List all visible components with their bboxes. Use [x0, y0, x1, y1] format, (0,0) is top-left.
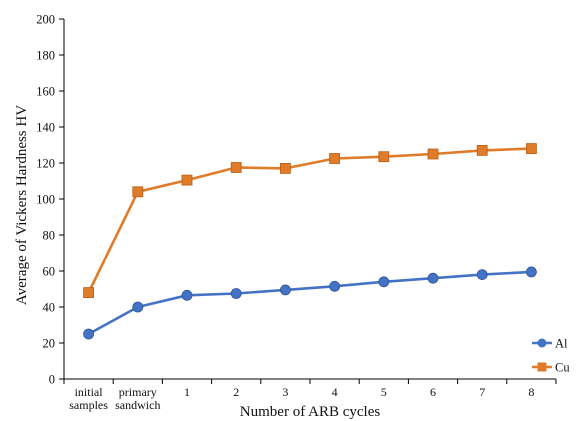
data-point-cu	[476, 144, 488, 156]
y-tick-label: 200	[36, 13, 55, 27]
x-tick-label: 5	[381, 385, 387, 399]
axes	[63, 19, 556, 380]
x-tick-label: 2	[233, 385, 239, 399]
data-point-cu	[230, 162, 242, 173]
series-line-al	[87, 270, 532, 336]
x-axis-title: Number of ARB cycles	[240, 404, 381, 420]
data-point-cu	[378, 151, 390, 163]
x-ticks: initial samples primary sandwich 1 2 3 4 5 6 7 8	[63, 379, 557, 412]
data-point-cu	[329, 153, 341, 164]
y-axis-title: Average of Vickers Hardness HV	[14, 105, 30, 305]
data-point-al	[181, 289, 193, 301]
data-point-cu	[427, 148, 439, 160]
data-point-al	[378, 276, 390, 288]
y-tick-label: 100	[36, 193, 55, 207]
x-tick-label: 8	[528, 385, 534, 399]
data-point-al	[132, 301, 144, 313]
data-point-cu	[181, 174, 193, 186]
y-tick-label: 80	[43, 229, 56, 243]
series-al	[83, 266, 537, 340]
data-point-al	[83, 328, 94, 340]
data-point-cu	[83, 287, 94, 299]
x-tick-label: 7	[479, 385, 485, 399]
y-tick-label: 140	[36, 121, 55, 135]
y-tick-label: 120	[36, 157, 55, 171]
data-point-al	[279, 284, 291, 296]
legend-item-cu: Cu	[532, 361, 570, 375]
legend: Al Cu	[532, 337, 570, 375]
x-tick-label: 1	[184, 385, 190, 399]
data-point-cu	[279, 162, 291, 174]
x-tick-label: 4	[332, 385, 338, 399]
y-tick-label: 20	[43, 337, 56, 351]
series-line-cu	[87, 147, 532, 294]
y-tick-label: 40	[43, 301, 56, 315]
y-ticks: 0 20 40 60 80 100 120 140 160 180 200	[36, 13, 64, 387]
legend-label-al: Al	[555, 337, 568, 351]
y-tick-label: 60	[43, 265, 56, 279]
series-layer	[83, 143, 537, 340]
x-tick-label: initial samples	[69, 385, 108, 412]
x-tick-label: primary sandwich	[115, 385, 160, 412]
y-tick-label: 180	[36, 49, 55, 63]
data-point-al	[230, 288, 242, 299]
x-tick-label: 3	[282, 385, 288, 399]
data-point-al	[427, 272, 439, 284]
data-point-cu	[526, 143, 537, 155]
legend-label-cu: Cu	[555, 361, 570, 375]
legend-item-al: Al	[532, 337, 568, 351]
legend-marker-cu	[537, 362, 547, 372]
x-tick-label: 6	[430, 385, 436, 399]
y-tick-label: 0	[49, 373, 55, 387]
legend-marker-al	[537, 338, 547, 348]
series-cu	[83, 143, 537, 299]
data-point-al	[329, 280, 341, 292]
data-point-al	[526, 266, 537, 278]
data-point-al	[476, 269, 488, 281]
data-point-cu	[132, 186, 144, 198]
y-tick-label: 160	[36, 85, 55, 99]
